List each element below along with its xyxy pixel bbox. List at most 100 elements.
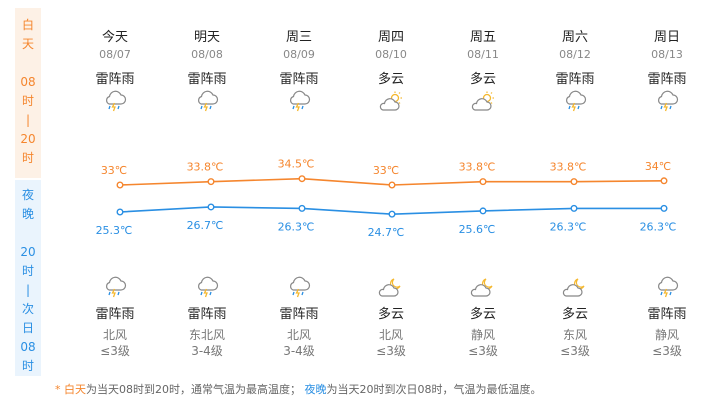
night-label-char: | — [25, 283, 31, 297]
high-temp-label: 33.8℃ — [550, 161, 587, 174]
low-temp-label: 26.3℃ — [550, 220, 587, 233]
day-weather: 雷阵雨 — [647, 72, 687, 87]
night-label-char: 夜 — [21, 188, 34, 202]
high-temp-point — [570, 178, 578, 186]
wind-direction: 东风 — [562, 328, 587, 342]
day-weather: 雷阵雨 — [555, 72, 595, 87]
night-weather: 雷阵雨 — [279, 307, 319, 322]
day-label-char: 白 — [21, 18, 34, 32]
high-temp-point — [479, 178, 487, 186]
night-weather: 多云 — [377, 307, 404, 322]
day-name: 周日 — [653, 30, 680, 45]
partly-cloudy-night-icon — [437, 276, 529, 304]
low-temp-point — [116, 208, 124, 216]
night-weather: 雷阵雨 — [95, 307, 135, 322]
wind-info: 静风 ≤3级 — [621, 327, 713, 359]
high-temp-label: 34℃ — [645, 160, 671, 173]
night-label-char: 08 — [20, 340, 36, 354]
day-label-char: 天 — [21, 37, 34, 51]
day-weather: 雷阵雨 — [95, 72, 135, 87]
low-temp-label: 25.3℃ — [96, 224, 133, 237]
date-label: 08/07 — [99, 48, 131, 61]
night-label-char: 时 — [21, 359, 34, 373]
low-temp-point — [207, 203, 215, 211]
high-temp-point — [388, 181, 396, 189]
high-temp-point — [298, 175, 306, 183]
night-label-char: 日 — [21, 321, 34, 335]
thunder-rain-icon — [253, 276, 345, 304]
high-temp-point — [660, 177, 668, 185]
date-label: 08/09 — [283, 48, 315, 61]
high-temp-label: 33℃ — [373, 164, 399, 177]
wind-direction: 北风 — [378, 328, 403, 342]
low-temp-point — [660, 204, 668, 212]
wind-info: 北风 ≤3级 — [345, 327, 437, 359]
wind-info: 静风 ≤3级 — [437, 327, 529, 359]
date-label: 08/11 — [467, 48, 499, 61]
note-night-desc: 为当天20时到次日08时，气温为最低温度。 — [326, 383, 542, 396]
wind-level: ≤3级 — [468, 344, 498, 358]
day-label-char: | — [25, 113, 31, 127]
wind-direction: 北风 — [286, 328, 311, 342]
high-temp-label: 33.8℃ — [459, 161, 496, 174]
low-temp-label: 26.3℃ — [278, 220, 315, 233]
wind-info: 北风 3-4级 — [253, 327, 345, 359]
high-temp-label: 33℃ — [101, 164, 127, 177]
low-temp-label: 26.3℃ — [640, 220, 677, 233]
wind-info: 东风 ≤3级 — [529, 327, 621, 359]
night-label-char: 20 — [20, 245, 36, 259]
low-temp-point — [570, 204, 578, 212]
low-temp-line — [119, 206, 664, 215]
low-temp-label: 26.7℃ — [187, 219, 224, 232]
day-weather: 多云 — [377, 72, 404, 87]
thunder-rain-icon — [161, 90, 253, 118]
wind-info: 东北风 3-4级 — [161, 327, 253, 359]
day-name: 周六 — [561, 30, 588, 45]
day-weather: 雷阵雨 — [187, 72, 227, 87]
low-temp-point — [388, 210, 396, 218]
legend-note: * 白天为当天08时到20时，通常气温为最高温度； 夜晚为当天20时到次日08时… — [55, 381, 542, 397]
day-label-char: 08 — [20, 75, 36, 89]
date-label: 08/12 — [559, 48, 591, 61]
date-label: 08/13 — [651, 48, 683, 61]
high-temp-point — [207, 178, 215, 186]
note-day-desc: 为当天08时到20时，通常气温为最高温度； — [86, 383, 301, 396]
wind-level: ≤3级 — [652, 344, 682, 358]
note-star: * — [55, 383, 64, 396]
wind-level: ≤3级 — [100, 344, 130, 358]
day-weather: 雷阵雨 — [279, 72, 319, 87]
low-temp-point — [479, 207, 487, 215]
day-name: 明天 — [193, 30, 220, 45]
wind-direction: 北风 — [102, 328, 127, 342]
wind-direction: 静风 — [470, 328, 495, 342]
day-name: 周五 — [469, 30, 496, 45]
thunder-rain-icon — [253, 90, 345, 118]
wind-info: 北风 ≤3级 — [69, 327, 161, 359]
high-temp-label: 33.8℃ — [187, 161, 224, 174]
note-night-term: 夜晚 — [304, 383, 327, 396]
night-weather: 多云 — [561, 307, 588, 322]
wind-direction: 静风 — [654, 328, 679, 342]
high-temp-point — [116, 181, 124, 189]
night-weather: 雷阵雨 — [187, 307, 227, 322]
daytime-label-panel — [15, 8, 41, 178]
partly-cloudy-night-icon — [345, 276, 437, 304]
night-label-char: 时 — [21, 264, 34, 278]
day-label-char: 时 — [21, 151, 34, 165]
partly-cloudy-night-icon — [529, 276, 621, 304]
thunder-rain-icon — [69, 276, 161, 304]
thunder-rain-icon — [161, 276, 253, 304]
night-label-char: 晚 — [21, 207, 34, 221]
high-temp-label: 34.5℃ — [278, 158, 315, 171]
partly-cloudy-day-icon — [345, 90, 437, 118]
thunder-rain-icon — [529, 90, 621, 118]
low-temp-label: 24.7℃ — [368, 226, 405, 239]
night-label-char: 次 — [21, 302, 34, 316]
date-label: 08/10 — [375, 48, 407, 61]
low-temp-point — [298, 204, 306, 212]
wind-level: 3-4级 — [283, 344, 315, 358]
note-day-term: 白天 — [64, 383, 86, 396]
day-name: 周三 — [285, 30, 312, 45]
wind-level: ≤3级 — [560, 344, 590, 358]
nighttime-label-panel — [15, 180, 41, 376]
